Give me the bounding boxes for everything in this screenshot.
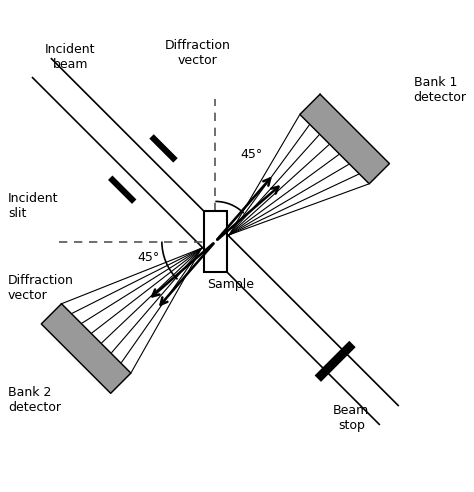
Polygon shape: [300, 94, 390, 184]
Text: Sample: Sample: [208, 278, 255, 291]
Text: Diffraction
vector: Diffraction vector: [164, 39, 230, 67]
Text: Beam
stop: Beam stop: [333, 404, 369, 432]
Text: 45°: 45°: [137, 250, 160, 264]
Text: 45°: 45°: [240, 148, 262, 161]
Text: Incident
beam: Incident beam: [45, 43, 96, 71]
Polygon shape: [33, 59, 398, 425]
Text: Diffraction
vector: Diffraction vector: [8, 275, 74, 303]
Bar: [204, 212, 227, 272]
Polygon shape: [41, 304, 131, 393]
Text: Bank 2
detector: Bank 2 detector: [8, 386, 61, 414]
Text: Bank 1
detector: Bank 1 detector: [414, 76, 467, 104]
Text: Incident
slit: Incident slit: [8, 192, 59, 220]
